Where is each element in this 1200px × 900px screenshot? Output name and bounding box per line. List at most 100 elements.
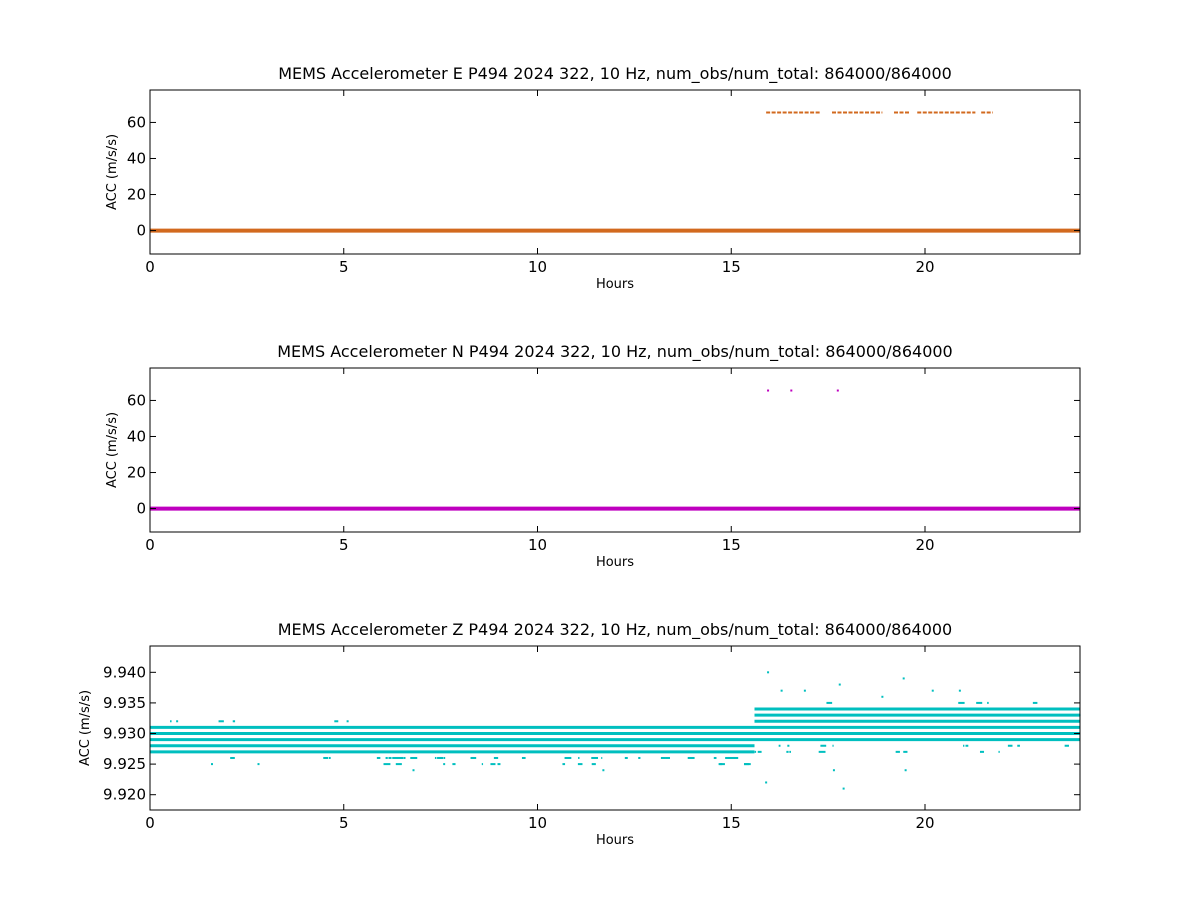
panel-z-scatter-dash	[340, 750, 343, 753]
panel-z-xlabel: Hours	[596, 833, 634, 848]
panel-z-scatter-dash	[859, 720, 863, 723]
panel-z-scatter-dash	[703, 732, 706, 735]
panel-z-scatter-dash	[659, 750, 664, 753]
panel-e: MEMS Accelerometer E P494 2024 322, 10 H…	[105, 64, 1081, 292]
panel-n-ytick-label: 20	[127, 464, 146, 482]
panel-z-scatter-dash	[655, 726, 661, 729]
panel-z-scatter-dash	[342, 726, 350, 729]
panel-z-scatter-dash	[796, 720, 802, 723]
panel-z-scatter-dash	[723, 744, 728, 747]
panel-z-scatter-dash	[569, 750, 577, 753]
panel-z-scatter-dash	[450, 750, 453, 753]
panel-z-outlier-2	[838, 683, 841, 686]
panel-z-scatter-dash	[366, 732, 370, 735]
panel-z-scatter-dash	[493, 756, 499, 759]
panel-z-scatter-dash	[332, 732, 337, 735]
panel-z-outlier-0	[767, 671, 770, 674]
panel-z-scatter-dash	[952, 708, 955, 711]
panel-z-scatter-dash	[352, 726, 355, 729]
panel-z-scatter-dash	[965, 744, 969, 747]
panel-z-scatter-dash	[743, 763, 750, 766]
panel-z-scatter-dash	[949, 738, 952, 741]
panel-z-scatter-dash	[384, 744, 387, 747]
panel-z-scatter-dash	[975, 726, 983, 729]
panel-z-scatter-dash	[826, 726, 834, 729]
panel-z-scatter-dash	[820, 744, 827, 747]
panel-z-scatter-dash	[342, 732, 346, 735]
panel-z-scatter-dash	[730, 744, 736, 747]
panel-z-scatter-dash	[883, 714, 889, 717]
panel-z-scatter-dash	[836, 738, 839, 741]
panel-z-scatter-dash	[263, 732, 270, 735]
panel-z-scatter-dash	[766, 726, 770, 729]
panel-n-xtick-label: 0	[145, 536, 155, 554]
panel-z-scatter-dash	[287, 744, 294, 747]
panel-z-scatter-dash	[177, 738, 185, 741]
panel-z-scatter-dash	[733, 756, 739, 759]
panel-z-scatter-dash	[942, 738, 947, 741]
panel-z-scatter-dash	[608, 744, 613, 747]
panel-z-scatter-dash	[497, 763, 501, 766]
panel-z-scatter-dash	[562, 750, 565, 753]
panel-z-scatter-dash	[895, 750, 900, 753]
panel-z-outlier-15	[602, 769, 605, 772]
panel-z-scatter-dash	[972, 738, 980, 741]
panel-z-scatter-dash	[917, 714, 923, 717]
panel-z-scatter-dash	[554, 750, 557, 753]
panel-z-scatter-dash	[222, 726, 225, 729]
panel-z-scatter-dash	[908, 720, 914, 723]
panel-e-xtick-label: 10	[528, 258, 547, 276]
panel-z-ytick-label: 9.930	[103, 725, 146, 743]
panel-z-outlier-4	[842, 787, 845, 790]
panel-z-scatter-dash	[867, 720, 869, 723]
panel-n-point-1	[790, 389, 793, 392]
panel-z-outlier-5	[902, 677, 905, 680]
panel-z-scatter-dash	[376, 756, 381, 759]
panel-z-scatter-dash	[776, 738, 781, 741]
panel-z-scatter-dash	[767, 720, 775, 723]
panel-z-scatter-dash	[410, 756, 418, 759]
panel-z-scatter-dash	[600, 744, 603, 747]
panel-z-scatter-dash	[833, 708, 836, 711]
panel-z-scatter-dash	[278, 738, 283, 741]
panel-z-scatter-dash	[778, 744, 781, 747]
panel-z-scatter-dash	[151, 744, 156, 747]
panel-z-scatter-dash	[739, 732, 746, 735]
panel-z-scatter-dash	[452, 763, 456, 766]
panel-z-scatter-dash	[230, 756, 235, 759]
panel-z-scatter-dash	[190, 726, 196, 729]
panel-z-scatter-dash	[595, 738, 603, 741]
panel-z-scatter-dash	[965, 708, 970, 711]
panel-z-scatter-dash	[194, 738, 200, 741]
panel-z-scatter-dash	[616, 750, 621, 753]
panel-z-scatter-dash	[1017, 744, 1020, 747]
panel-n: MEMS Accelerometer N P494 2024 322, 10 H…	[105, 342, 1081, 570]
panel-z-scatter-dash	[430, 750, 436, 753]
panel-z-outlier-12	[211, 763, 213, 766]
panel-z-xtick-label: 15	[722, 814, 741, 832]
panel-n-xtick-label: 20	[915, 536, 934, 554]
panel-z-scatter-dash	[286, 750, 293, 753]
panel-z-scatter-dash	[243, 744, 251, 747]
panel-z-scatter-dash	[713, 738, 716, 741]
panel-z-scatter-dash	[839, 708, 844, 711]
panel-z-scatter-dash	[319, 738, 325, 741]
panel-z-scatter-dash	[921, 714, 924, 717]
panel-z-scatter-dash	[403, 756, 406, 759]
panel-n-ylabel: ACC (m/s/s)	[105, 412, 120, 488]
panel-z-scatter-dash	[851, 714, 855, 717]
panel-z-scatter-dash	[918, 738, 925, 741]
panel-z-scatter-dash	[493, 744, 499, 747]
panel-z-outlier-9	[881, 695, 884, 698]
panel-z-scatter-dash	[816, 720, 821, 723]
panel-z-scatter-dash	[932, 720, 939, 723]
panel-z-scatter-dash	[395, 763, 402, 766]
panel-n-ytick-label: 0	[136, 500, 146, 518]
panel-z-scatter-dash	[958, 701, 965, 704]
panel-z-scatter-dash	[818, 750, 826, 753]
panel-z-scatter-dash	[1023, 726, 1028, 729]
panel-z-scatter-dash	[232, 720, 236, 723]
panel-z-scatter-dash	[832, 738, 838, 741]
panel-z-scatter-dash	[495, 738, 497, 741]
